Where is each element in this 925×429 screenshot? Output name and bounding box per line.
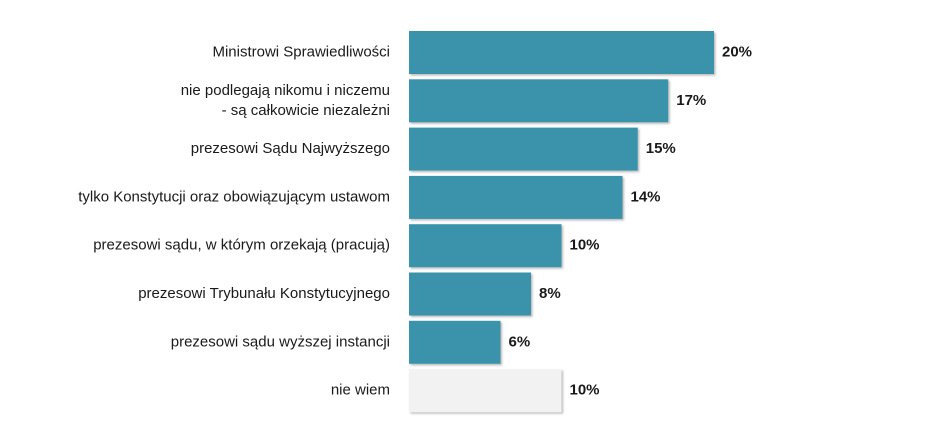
- bar-2: [409, 127, 638, 171]
- category-label-5: prezesowi Trybunału Konstytucyjnego: [138, 285, 390, 302]
- category-label-6: prezesowi sądu wyższej instancji: [171, 333, 390, 350]
- category-label-4: prezesowi sądu, w którym orzekają (pracu…: [93, 237, 390, 254]
- value-labels-group: 20% 17% 15% 14% 10% 8% 6% 10%: [509, 43, 753, 398]
- bar-6: [409, 320, 501, 364]
- value-label-7: 10%: [570, 382, 600, 399]
- bar-5: [409, 272, 531, 316]
- bar-4: [409, 224, 562, 268]
- value-label-2: 15%: [646, 140, 676, 157]
- category-label-2: prezesowi Sądu Najwyższego: [191, 140, 390, 157]
- bar-0: [409, 31, 714, 74]
- value-label-3: 14%: [631, 188, 661, 205]
- value-label-0: 20%: [722, 43, 752, 60]
- category-label-3: tylko Konstytucji oraz obowiązującym ust…: [78, 188, 390, 205]
- value-label-1: 17%: [676, 92, 706, 109]
- category-label-0: Ministrowi Sprawiedliwości: [212, 43, 390, 60]
- bar-3: [409, 175, 623, 219]
- category-label-1: nie podlegają nikomu i niczemu - są całko…: [181, 82, 390, 119]
- value-label-5: 8%: [539, 285, 561, 302]
- bar-7: [409, 369, 562, 413]
- bar-1: [409, 79, 669, 123]
- bars-group: [409, 31, 714, 413]
- category-labels-group: Ministrowi Sprawiedliwości nie podlegają …: [78, 43, 390, 398]
- category-label-7: nie wiem: [331, 382, 390, 399]
- value-label-4: 10%: [570, 237, 600, 254]
- value-label-6: 6%: [509, 333, 531, 350]
